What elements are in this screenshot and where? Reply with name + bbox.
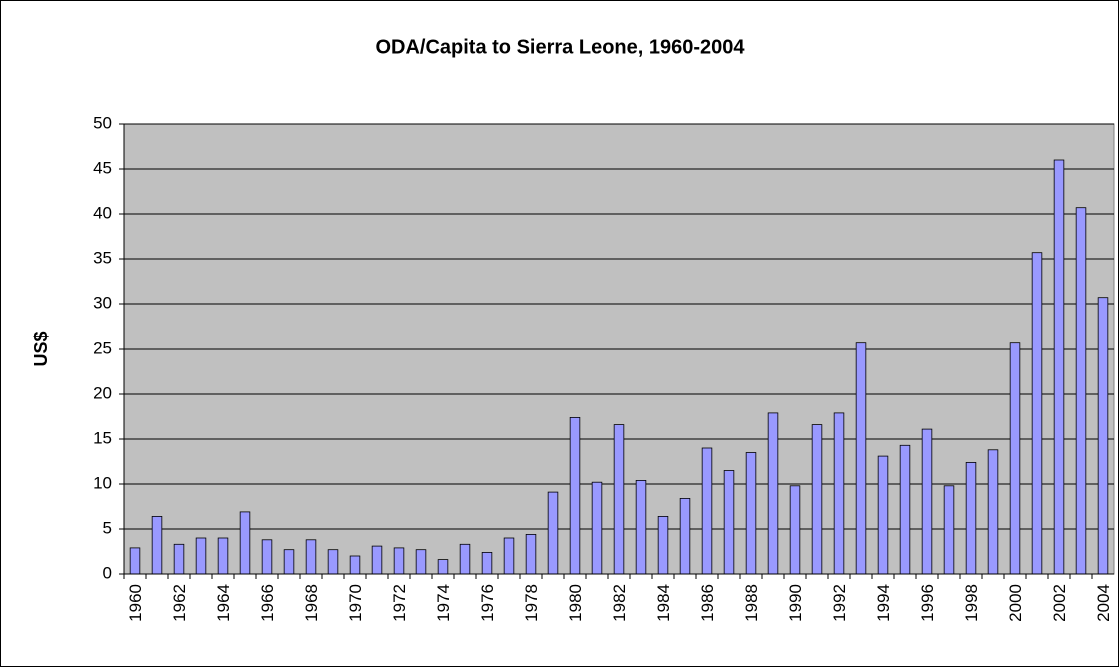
x-tick-label: 1976 (478, 584, 497, 622)
bar (635, 479, 647, 575)
x-tick-label: 1964 (214, 584, 233, 622)
y-axis-title: US$ (31, 331, 51, 366)
x-tick-label: 1972 (390, 584, 409, 622)
x-tick-label: 1996 (918, 584, 937, 622)
x-tick-label: 1984 (654, 584, 673, 622)
bar (459, 543, 471, 575)
bar (613, 424, 625, 575)
x-tick-label: 1992 (830, 584, 849, 622)
bar (217, 537, 229, 575)
bar (349, 555, 361, 575)
x-tick-label: 2000 (1006, 584, 1025, 622)
y-tick-label: 30 (93, 293, 112, 312)
bar (1031, 252, 1043, 575)
x-tick-label: 2004 (1094, 584, 1113, 622)
x-tick-label: 1982 (610, 584, 629, 622)
bar (525, 534, 537, 575)
x-tick-label: 1966 (258, 584, 277, 622)
bar (723, 470, 735, 575)
bar (855, 342, 867, 575)
y-tick-label: 40 (93, 203, 112, 222)
chart-title: ODA/Capita to Sierra Leone, 1960-2004 (375, 36, 745, 58)
bar (371, 545, 383, 575)
bar (899, 444, 911, 575)
bar (679, 497, 691, 575)
bar (657, 516, 669, 575)
bar (503, 537, 515, 575)
x-tick-label: 1998 (962, 584, 981, 622)
bar (877, 455, 889, 575)
bar (569, 416, 581, 575)
y-tick-label: 45 (93, 158, 112, 177)
bar (943, 485, 955, 575)
x-tick-label: 1986 (698, 584, 717, 622)
bar (393, 547, 405, 575)
y-tick-label: 20 (93, 383, 112, 402)
bar (151, 516, 163, 575)
bar (305, 539, 317, 575)
y-tick-label: 50 (93, 113, 112, 132)
bar (547, 491, 559, 575)
bar (327, 549, 339, 575)
x-tick-label: 2002 (1050, 584, 1069, 622)
bar (987, 449, 999, 575)
bar (173, 543, 185, 575)
y-tick-label: 5 (103, 518, 112, 537)
x-tick-label: 1962 (170, 584, 189, 622)
y-tick-label: 10 (93, 473, 112, 492)
bar (965, 461, 977, 575)
y-tick-label: 0 (103, 563, 112, 582)
bar (745, 452, 757, 575)
bar (1097, 297, 1109, 575)
bar (283, 549, 295, 575)
y-tick-label: 15 (93, 428, 112, 447)
bar (1053, 159, 1065, 575)
x-tick-label: 1988 (742, 584, 761, 622)
y-tick-label: 25 (93, 338, 112, 357)
x-tick-label: 1978 (522, 584, 541, 622)
x-tick-label: 1980 (566, 584, 585, 622)
x-tick-label: 1990 (786, 584, 805, 622)
x-tick-label: 1968 (302, 584, 321, 622)
x-tick-label: 1960 (126, 584, 145, 622)
bar (921, 428, 933, 575)
bar (591, 481, 603, 575)
x-tick-label: 1994 (874, 584, 893, 622)
bar (1009, 342, 1021, 575)
bar (481, 552, 493, 575)
bar (437, 559, 449, 575)
bar (239, 511, 251, 575)
x-tick-label: 1970 (346, 584, 365, 622)
bar (811, 424, 823, 575)
x-tick-label: 1974 (434, 584, 453, 622)
bar (1075, 207, 1087, 575)
bar (261, 539, 273, 575)
y-tick-label: 35 (93, 248, 112, 267)
bar (129, 547, 141, 575)
bar (195, 537, 207, 575)
bar (767, 412, 779, 575)
bar (833, 412, 845, 575)
bar (415, 549, 427, 575)
bar (701, 447, 713, 575)
bar (789, 485, 801, 575)
